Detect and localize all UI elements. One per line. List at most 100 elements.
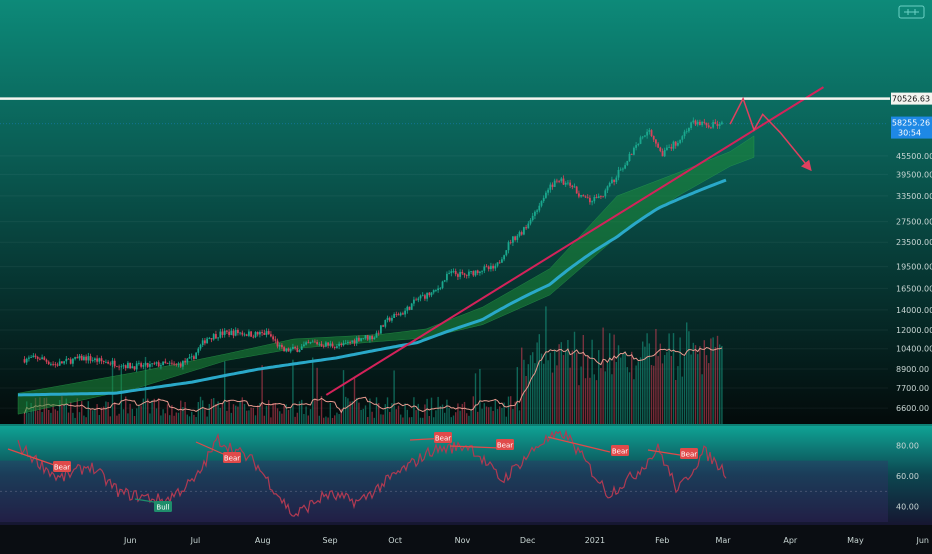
volume-bar (320, 396, 323, 424)
price-tick-label: 27500.00 (896, 218, 932, 227)
volume-bar (397, 405, 400, 424)
volume-bar (285, 404, 288, 424)
divergence-label[interactable]: Bear (611, 445, 629, 456)
candle-body (712, 122, 715, 128)
volume-bar (492, 410, 494, 424)
candle-body (674, 141, 677, 146)
time-axis[interactable]: Jun Jul Aug Sep Oct Nov Dec 2021 Feb Mar Apr May Jun (123, 536, 929, 545)
candle-body (300, 346, 303, 350)
candle-body (468, 271, 470, 276)
candle-body (646, 131, 649, 136)
price-tick-label: 16500.00 (896, 284, 932, 293)
divergence-label[interactable]: Bear (680, 448, 698, 459)
volume-bar (435, 410, 437, 424)
candle-body (135, 363, 138, 370)
candle-body (641, 136, 644, 138)
candle-body (549, 184, 552, 190)
candle-body (395, 314, 398, 315)
svg-text:30:54: 30:54 (898, 129, 921, 138)
divergence-label[interactable]: Bear (53, 461, 71, 472)
divergence-label[interactable]: Bull (154, 501, 172, 512)
candle-body (681, 136, 684, 140)
divergence-label[interactable]: Bear (434, 432, 452, 443)
volume-bar (125, 396, 127, 424)
candle-body (105, 361, 107, 363)
volume-bar (52, 404, 54, 424)
rsi-band (0, 460, 888, 522)
candle-body (582, 195, 585, 197)
candle-body (375, 332, 378, 338)
candle-body (210, 338, 213, 340)
volume-bar (549, 352, 552, 424)
volume-bar (679, 337, 681, 424)
price-axis[interactable]: 6600.00 7700.00 8900.00 10400.00 12000.00 140… (896, 152, 932, 413)
volume-bar (527, 364, 530, 424)
candle-body (637, 143, 640, 146)
volume-bar (389, 411, 391, 424)
volume-bar (591, 339, 593, 424)
volume-bar (360, 409, 362, 424)
volume-bar (479, 368, 481, 424)
volume-bar (265, 405, 268, 424)
candle-body (28, 357, 30, 359)
divergence-markers[interactable]: Bear Bear Bull Bear Bear Bear Bear (7, 432, 698, 512)
divergence-label[interactable]: Bear (223, 452, 241, 463)
volume-bar (620, 357, 622, 424)
candle-body (338, 343, 341, 347)
candle-body (501, 259, 503, 263)
volume-bar (477, 411, 479, 424)
candle-body (340, 343, 343, 346)
candle-body (113, 360, 116, 367)
volume-bar (554, 350, 556, 424)
projection-path[interactable] (729, 96, 812, 172)
candle-body (703, 121, 706, 123)
candle-body (23, 359, 26, 363)
volume-bar (446, 399, 448, 424)
volume-bar (314, 398, 316, 424)
volume-bar (675, 379, 677, 424)
rsi-axis[interactable]: 40.00 60.00 80.00 (896, 441, 919, 511)
candle-body (122, 365, 125, 367)
candle-body (432, 290, 435, 293)
volume-bar (521, 347, 523, 424)
candle-body (226, 330, 228, 332)
candle-body (254, 332, 257, 338)
volume-bar (100, 407, 103, 424)
candle-body (175, 363, 178, 365)
volume-bar (582, 334, 585, 424)
divergence-label[interactable]: Bear (496, 439, 514, 450)
volume-bar (32, 406, 35, 424)
volume-bar (499, 406, 501, 424)
volume-bar (516, 367, 519, 424)
candle-body (406, 306, 409, 311)
candle-body (272, 336, 275, 340)
candle-body (201, 340, 204, 346)
candle-body (164, 361, 167, 364)
volume-bar (567, 339, 569, 424)
trendline[interactable] (325, 86, 824, 396)
rsi-line (17, 429, 727, 517)
candle-body (353, 340, 356, 344)
volume-bar (455, 412, 457, 424)
candle-body (160, 365, 162, 367)
volume-bar (331, 417, 334, 424)
candle-body (52, 363, 55, 365)
volume-bar (589, 377, 591, 424)
volume-bar (677, 366, 679, 424)
time-tick-label: Jun (123, 536, 137, 545)
price-pane-background (0, 0, 932, 425)
volume-bar (329, 402, 332, 424)
chart-settings-button[interactable] (898, 5, 925, 19)
candle-body (685, 131, 688, 133)
candle-body (661, 151, 664, 157)
candle-body (281, 344, 283, 348)
volume-bar (672, 333, 675, 424)
volume-bar (98, 415, 101, 424)
price-tick-label: 39500.00 (896, 170, 932, 179)
candle-body (83, 356, 85, 361)
candle-body (230, 330, 233, 336)
volume-bar (54, 409, 57, 424)
candle-body (186, 358, 189, 363)
